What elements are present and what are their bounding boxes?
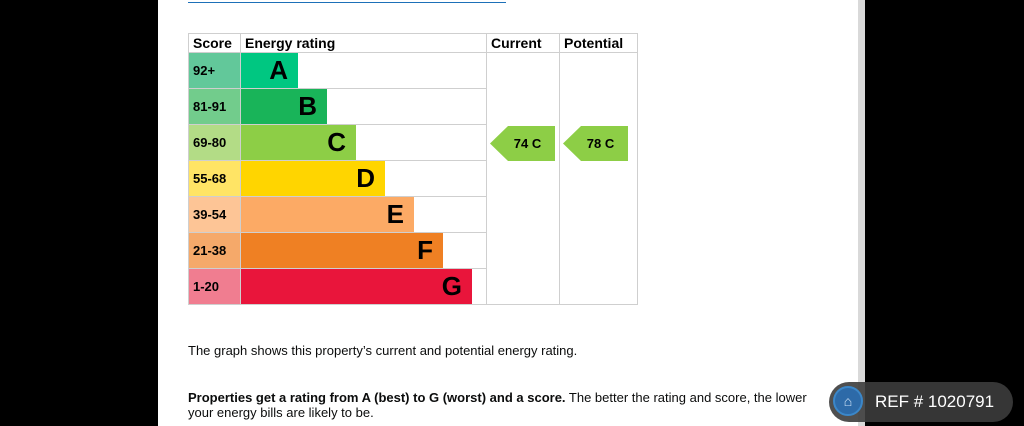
score-cell: 21-38 — [188, 232, 241, 269]
rating-row: 39-54 E — [188, 196, 638, 233]
bar-cell: G — [240, 268, 487, 305]
truncated-link[interactable] — [188, 0, 506, 3]
header-potential: Potential — [559, 33, 638, 53]
score-cell: 55-68 — [188, 160, 241, 197]
rating-bar-a: A — [241, 53, 298, 88]
rating-row: 81-91 B — [188, 88, 638, 125]
document-page: Score Energy rating Current Potential 92… — [158, 0, 865, 426]
home-icon: ⌂ — [833, 386, 863, 416]
rating-bar-d: D — [241, 161, 385, 196]
score-cell: 1-20 — [188, 268, 241, 305]
bar-cell: B — [240, 88, 487, 125]
ref-label: REF # 1020791 — [875, 392, 995, 411]
ref-badge[interactable]: ⌂ REF # 1020791 — [829, 382, 1013, 422]
header-score: Score — [188, 33, 241, 53]
potential-rating-arrow: 78 C — [563, 126, 628, 161]
rating-bar-c: C — [241, 125, 356, 160]
potential-column: 78 C — [559, 52, 638, 305]
graph-description: The graph shows this property’s current … — [188, 343, 578, 358]
rating-row: 92+ A 74 C 78 C — [188, 52, 638, 305]
rating-row: 55-68 D — [188, 160, 638, 197]
header-current: Current — [486, 33, 560, 53]
score-cell: 69-80 — [188, 124, 241, 161]
rating-bar-b: B — [241, 89, 327, 124]
score-cell: 92+ — [188, 52, 241, 89]
rating-description: Properties get a rating from A (best) to… — [188, 390, 828, 420]
rating-row: 21-38 F — [188, 232, 638, 269]
bar-cell: A — [240, 52, 487, 89]
bar-cell: D — [240, 160, 487, 197]
header-energy-rating: Energy rating — [240, 33, 487, 53]
current-column: 74 C — [486, 52, 560, 305]
rating-row: 1-20 G — [188, 268, 638, 305]
energy-rating-table: Score Energy rating Current Potential 92… — [188, 33, 638, 305]
score-cell: 39-54 — [188, 196, 241, 233]
rating-row: 69-80 C — [188, 124, 638, 161]
bar-cell: E — [240, 196, 487, 233]
current-rating-arrow: 74 C — [490, 126, 555, 161]
score-cell: 81-91 — [188, 88, 241, 125]
rating-bar-f: F — [241, 233, 443, 268]
rating-bar-g: G — [241, 269, 472, 304]
rating-rest: The better the rating and score, the low… — [188, 390, 807, 420]
bar-cell: C — [240, 124, 487, 161]
rating-bold: Properties get a rating from A (best) to… — [188, 390, 566, 405]
bar-cell: F — [240, 232, 487, 269]
rating-bar-e: E — [241, 197, 414, 232]
